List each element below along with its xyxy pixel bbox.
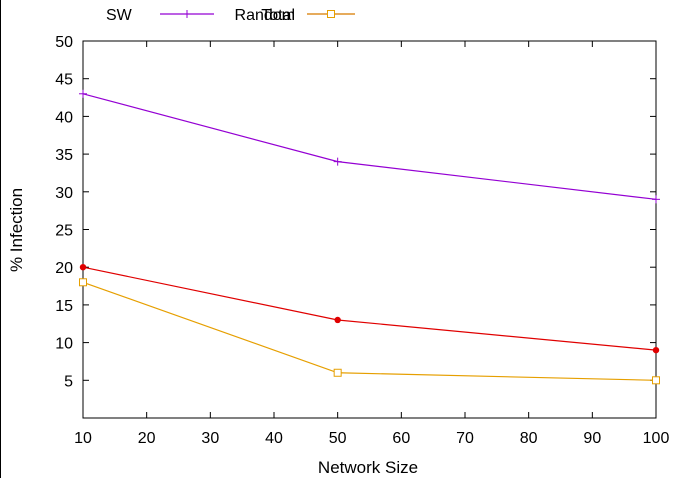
left-edge-divider bbox=[0, 0, 1, 478]
legend-label: Random bbox=[235, 7, 295, 24]
y-tick-label: 40 bbox=[55, 109, 73, 126]
legend-prefix-label: SW bbox=[106, 7, 133, 24]
y-tick-label: 30 bbox=[55, 185, 73, 202]
point-marker-square bbox=[79, 278, 87, 287]
point-marker-circle bbox=[652, 346, 660, 354]
y-tick-label: 10 bbox=[55, 336, 73, 353]
y-tick-label: 20 bbox=[55, 260, 73, 277]
y-tick-label: 15 bbox=[55, 298, 73, 315]
series-total bbox=[79, 89, 660, 204]
x-tick-label: 30 bbox=[201, 430, 219, 447]
series-line bbox=[82, 281, 657, 381]
point-marker-square bbox=[652, 376, 660, 385]
point-marker-circle bbox=[334, 316, 341, 324]
series-line bbox=[82, 93, 657, 200]
legend-label: Total bbox=[261, 7, 295, 24]
point-marker-plus bbox=[183, 10, 191, 18]
series-random bbox=[79, 278, 660, 385]
x-tick-label: 80 bbox=[520, 430, 538, 447]
series-unnamed bbox=[79, 264, 660, 354]
series-line bbox=[82, 266, 657, 351]
x-tick-label: 50 bbox=[329, 430, 347, 447]
x-tick-label: 70 bbox=[456, 430, 474, 447]
x-tick-label: 60 bbox=[392, 430, 410, 447]
point-marker-square bbox=[327, 10, 335, 18]
point-marker-square bbox=[333, 368, 342, 377]
point-marker-plus bbox=[333, 157, 342, 166]
point-marker-plus bbox=[79, 89, 87, 98]
x-tick-label: 100 bbox=[643, 430, 670, 447]
x-tick-label: 20 bbox=[138, 430, 156, 447]
x-tick-label: 40 bbox=[265, 430, 283, 447]
x-axis-label: Network Size bbox=[318, 458, 418, 477]
y-tick-label: 35 bbox=[55, 147, 73, 164]
y-tick-label: 5 bbox=[64, 373, 73, 390]
point-marker-plus bbox=[652, 195, 660, 204]
point-marker-circle bbox=[79, 264, 87, 271]
x-tick-label: 10 bbox=[74, 430, 92, 447]
y-tick-label: 25 bbox=[55, 223, 73, 240]
y-axis-label: % Infection bbox=[7, 188, 26, 272]
plot-border bbox=[82, 40, 657, 419]
y-tick-label: 50 bbox=[55, 34, 73, 51]
y-tick-label: 45 bbox=[55, 72, 73, 89]
x-tick-label: 90 bbox=[583, 430, 601, 447]
